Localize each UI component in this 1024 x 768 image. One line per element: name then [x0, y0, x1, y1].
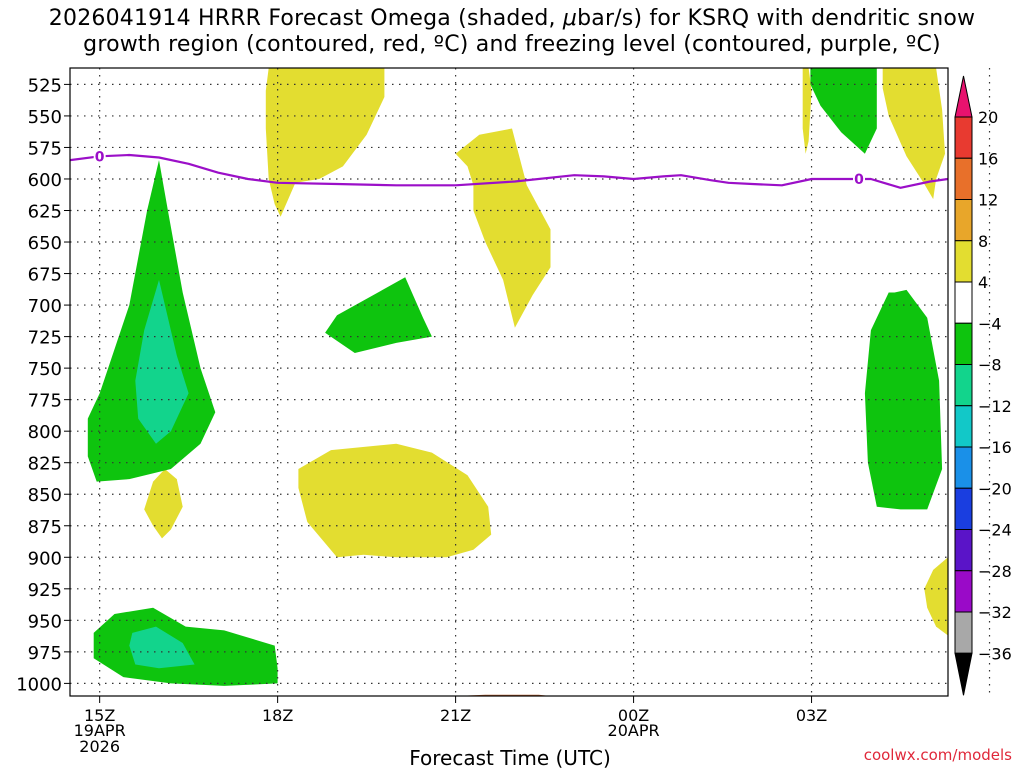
- y-tick-label: 600: [28, 170, 62, 191]
- region-yellow-g: [924, 557, 948, 636]
- y-tick-label: 775: [28, 391, 62, 412]
- y-tick-label: 650: [28, 233, 62, 254]
- region-green-b: [325, 277, 432, 353]
- title-line-1: 2026041914 HRRR Forecast Omega (shaded, …: [0, 6, 1024, 32]
- y-tick-label: 925: [28, 580, 62, 601]
- region-yellow-c: [802, 68, 812, 154]
- freezing-level-label: 0: [95, 149, 105, 165]
- y-tick-label: 700: [28, 296, 62, 317]
- y-tick-label: 525: [28, 75, 62, 96]
- y-tick-label: 900: [28, 548, 62, 569]
- colorbar-label: 4: [978, 273, 988, 292]
- grid-lines: [70, 68, 991, 696]
- colorbar-label: −12: [978, 397, 1012, 416]
- title-mu-symbol: μ: [562, 6, 578, 31]
- y-tick-label: 625: [28, 201, 62, 222]
- x-tick-label: 21Z: [440, 706, 471, 725]
- colorbar-label: 8: [978, 232, 988, 251]
- colorbar-label: −32: [978, 603, 1012, 622]
- x-tick-label: 15Z: [84, 706, 115, 725]
- colorbar-label: 16: [978, 149, 998, 168]
- y-tick-label: 725: [28, 328, 62, 349]
- y-tick-label: 975: [28, 643, 62, 664]
- x-date-label: 19APR: [74, 721, 126, 740]
- colorbar-bin: [954, 281, 973, 324]
- colorbar-bin: [954, 529, 973, 572]
- colorbar: 20 16 12 8 4 −4 −8 −12 −16 −20 −24 −28 −32 −36: [954, 75, 1012, 696]
- freezing-level-label: 0: [854, 172, 864, 188]
- plot-frame: [69, 67, 949, 697]
- title-line-1-part-a: 2026041914 HRRR Forecast Omega (shaded,: [48, 6, 563, 31]
- region-green-c: [810, 68, 877, 154]
- freezing-level-line: [70, 153, 948, 189]
- region-yellow-a: [265, 68, 385, 217]
- colorbar-label: 20: [978, 108, 998, 127]
- colorbar-label: −16: [978, 438, 1012, 457]
- colorbar-bin: [954, 199, 973, 242]
- region-green-f: [93, 607, 278, 686]
- colorbar-bin: [954, 405, 973, 448]
- y-tick-label: 575: [28, 138, 62, 159]
- colorbar-label: −28: [978, 562, 1012, 581]
- colorbar-bin: [954, 157, 973, 200]
- x-axis-title: Forecast Time (UTC): [409, 746, 611, 768]
- title-line-1-part-b: bar/s) for KSRQ with dendritic snow: [577, 6, 976, 31]
- colorbar-bin: [954, 487, 973, 530]
- freezing-level-layer: 00: [70, 149, 948, 189]
- colorbar-bin: [954, 364, 973, 407]
- region-teal-a: [135, 279, 189, 444]
- colorbar-top-arrow: [954, 75, 973, 118]
- title-line-2: growth region (contoured, red, ºC) and f…: [83, 32, 941, 57]
- region-teal-b: [129, 626, 195, 669]
- y-tick-label: 750: [28, 359, 62, 380]
- x-date-label: 20APR: [608, 721, 660, 740]
- freezing-label-bg-0: [93, 149, 106, 164]
- x-tick-label: 18Z: [262, 706, 293, 725]
- x-year-label: 2026: [79, 737, 120, 756]
- region-yellow-f: [144, 469, 183, 539]
- region-yellow-d: [882, 68, 945, 200]
- y-tick-label: 675: [28, 265, 62, 286]
- y-tick-label: 875: [28, 517, 62, 538]
- y-tick-label: 850: [28, 485, 62, 506]
- y-tick-label: 550: [28, 107, 62, 128]
- colorbar-label: −36: [978, 644, 1012, 663]
- colorbar-bin: [954, 240, 973, 283]
- colorbar-label: −24: [978, 521, 1012, 540]
- y-tick-label: 825: [28, 454, 62, 475]
- region-yellow-b: [455, 128, 551, 328]
- colorbar-bottom-arrow: [954, 652, 973, 696]
- y-tick-label: 950: [28, 611, 62, 632]
- freezing-label-bg-1: [853, 171, 866, 186]
- region-yellow-e: [298, 443, 492, 558]
- x-tick-label: 03Z: [796, 706, 827, 725]
- y-axis: 525 550 575 600 625 650 675 700 725 750 775 800 825 8…: [16, 75, 70, 695]
- colorbar-bin: [954, 570, 973, 613]
- colorbar-label: −8: [978, 356, 1002, 375]
- colorbar-bin: [954, 611, 973, 654]
- colorbar-bin: [954, 322, 973, 365]
- y-tick-label: 1000: [16, 674, 62, 695]
- y-tick-label: 800: [28, 422, 62, 443]
- x-tick-label: 00Z: [618, 706, 649, 725]
- colorbar-label: −20: [978, 479, 1012, 498]
- chart-title: 2026041914 HRRR Forecast Omega (shaded, …: [0, 6, 1024, 58]
- colorbar-label: 12: [978, 191, 998, 210]
- watermark: coolwx.com/models: [864, 746, 1012, 764]
- colorbar-bin: [954, 116, 973, 159]
- colorbar-label: −4: [978, 314, 1002, 333]
- shaded-regions: [87, 68, 948, 686]
- colorbar-bin: [954, 446, 973, 489]
